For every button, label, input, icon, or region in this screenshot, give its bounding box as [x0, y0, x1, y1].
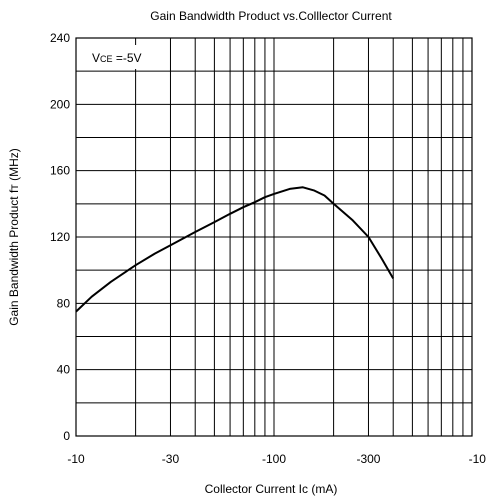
y-tick-label: 240 [50, 31, 70, 45]
chart-title: Gain Bandwidth Product vs.Colllector Cur… [150, 9, 392, 23]
y-axis-label: Gain Bandwidth Product fт (MHz) [7, 148, 21, 326]
x-tick-label: -10 [67, 452, 85, 466]
vce-annotation: VCE =-5V [77, 45, 167, 69]
x-tick-label: -300 [356, 452, 380, 466]
curve [75, 186, 395, 313]
y-tick-label: 160 [50, 164, 70, 178]
vce-label: VCE =-5V [92, 51, 142, 65]
annotation-box [77, 45, 167, 69]
x-axis-label: Collector Current Ic (mA) [205, 482, 338, 496]
x-axis-ticks: -10 -30 -100 -300 -1000 [67, 452, 486, 466]
plot-frame [75, 37, 473, 437]
y-tick-label: 120 [50, 230, 70, 244]
y-tick-label: 200 [50, 97, 70, 111]
y-axis-ticks: 0 40 80 120 160 200 240 [50, 31, 70, 443]
grid [76, 38, 472, 436]
x-tick-label: -1000 [469, 452, 486, 466]
plot-border [75, 37, 473, 437]
y-tick-label: 40 [57, 363, 71, 377]
series-line [75, 186, 395, 313]
y-tick-label: 0 [63, 429, 70, 443]
x-tick-label: -100 [262, 452, 286, 466]
y-tick-label: 80 [57, 296, 71, 310]
x-tick-label: -30 [162, 452, 180, 466]
